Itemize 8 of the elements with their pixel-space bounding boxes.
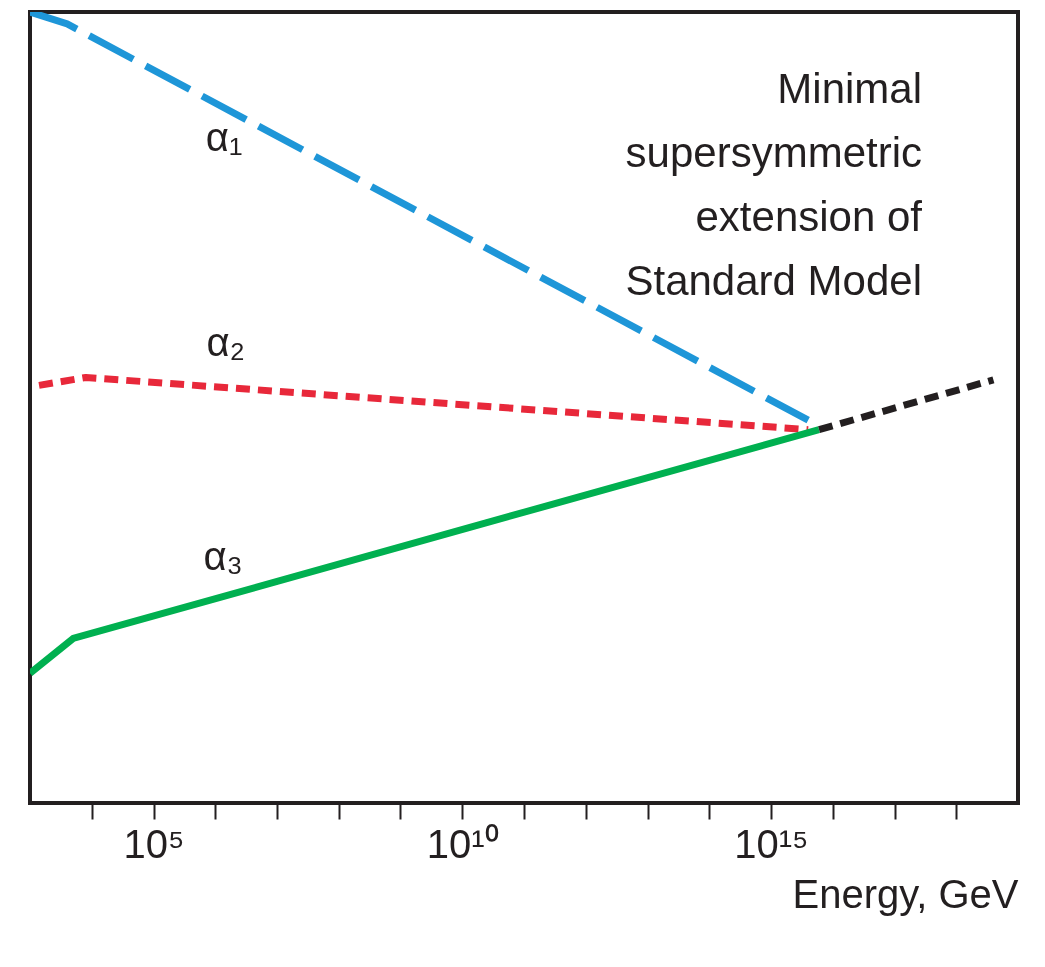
annotation: Minimal supersymmetric extension of Standard Model [625, 65, 923, 304]
series-label: α₁ [205, 114, 243, 159]
x-tick-label: 10¹⁰ [426, 821, 499, 866]
x-axis-title: Energy, GeV [792, 871, 1019, 916]
series-label: α₃ [203, 534, 243, 579]
series-label: α₂ [206, 320, 246, 365]
x-tick-label: 10¹⁵ [734, 821, 809, 866]
x-tick-label: 10⁵ [123, 821, 185, 866]
